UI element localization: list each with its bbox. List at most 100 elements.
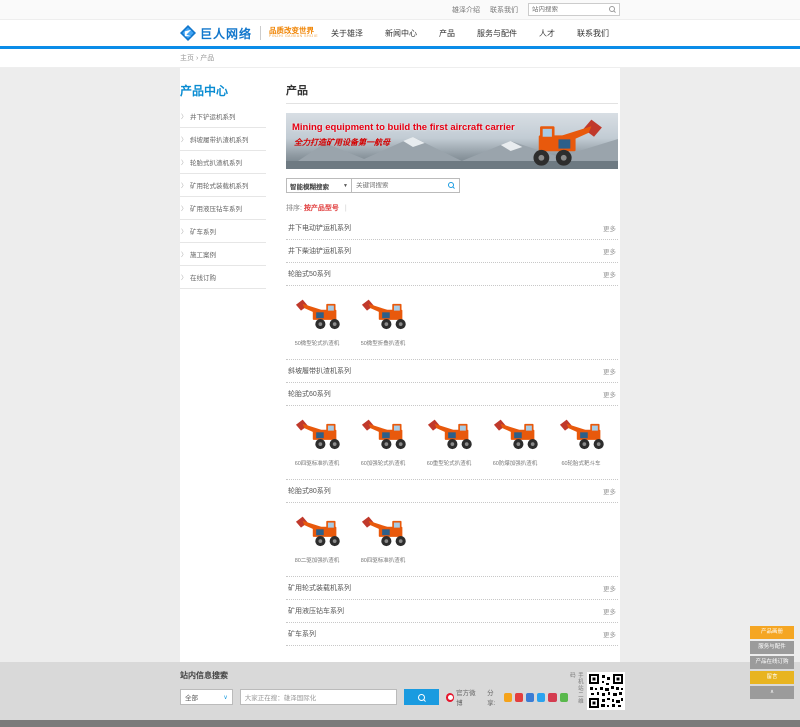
product-caption[interactable]: 60轮胎式耙斗车 — [561, 461, 601, 467]
search-icon[interactable] — [609, 6, 616, 13]
category-link[interactable]: 轮胎式60系列 — [288, 391, 331, 398]
product-image — [295, 419, 340, 450]
category-link[interactable]: 矿车系列 — [288, 631, 316, 638]
topbar-search-input[interactable] — [532, 6, 609, 13]
product-card[interactable]: 60重型轮式扒渣机 — [420, 418, 478, 467]
product-image — [493, 419, 538, 450]
product-card[interactable]: 50微型轮式扒渣机 — [288, 298, 346, 347]
product-card[interactable]: 50微型折叠扒渣机 — [354, 298, 412, 347]
sort-row: 排序: 按产品型号 | — [286, 203, 618, 213]
sidebar-item-cases[interactable]: 〉施工案例 — [180, 243, 266, 266]
floatbar: 产品画册 服务与配件 产品在线订购 留言 ∧ — [750, 626, 794, 699]
product-caption[interactable]: 60重型轮式扒渣机 — [426, 461, 472, 467]
search-scope-select[interactable]: 全部 ∨ — [180, 689, 233, 705]
logo-name: 巨人网络 — [200, 26, 253, 41]
product-caption[interactable]: 80四驱标准扒渣机 — [360, 558, 406, 564]
product-card[interactable]: 60加强轮式扒渣机 — [354, 418, 412, 467]
sidebar: 产品中心 〉井下铲运机系列 〉斜坡履带扒渣机系列 〉轮胎式扒渣机系列 〉矿用轮式… — [180, 82, 266, 646]
nav-talent[interactable]: 人才 — [539, 28, 555, 38]
category-link[interactable]: 轮胎式50系列 — [288, 271, 331, 278]
topbar-link-about[interactable]: 雄泽介绍 — [452, 6, 480, 14]
category-row: 斜坡履带扒渣机系列 更多 — [286, 360, 618, 383]
breadcrumb-home[interactable]: 主页 — [180, 55, 194, 62]
keyword-search-input[interactable] — [356, 182, 448, 189]
share-wechat-icon[interactable] — [559, 692, 568, 702]
category-link[interactable]: 矿用轮式装载机系列 — [288, 585, 351, 592]
product-banner[interactable]: Mining equipment to build the first airc… — [286, 113, 618, 169]
more-link[interactable]: 更多 — [603, 632, 616, 639]
site-search-input[interactable] — [239, 689, 397, 705]
sidebar-item-order[interactable]: 〉在线订购 — [180, 266, 266, 289]
more-link[interactable]: 更多 — [603, 249, 616, 256]
category-link[interactable]: 轮胎式80系列 — [288, 488, 331, 495]
sidebar-item-mine-car[interactable]: 〉矿车系列 — [180, 220, 266, 243]
nav-contact[interactable]: 联系我们 — [577, 28, 609, 38]
product-image — [427, 419, 472, 450]
share-wenda-icon[interactable] — [503, 692, 512, 702]
chevron-right-icon: 〉 — [181, 137, 188, 144]
more-link[interactable]: 更多 — [603, 392, 616, 399]
product-caption[interactable]: 80二驱加强扒渣机 — [294, 558, 340, 564]
product-card[interactable]: 60轮胎式耙斗车 — [552, 418, 610, 467]
more-link[interactable]: 更多 — [603, 489, 616, 496]
category-link[interactable]: 井下柴油铲运机系列 — [288, 248, 351, 255]
share-youdao-icon[interactable] — [548, 692, 557, 702]
qr-block: 手机站二维码 — [568, 670, 625, 710]
logo-icon — [180, 25, 196, 41]
product-search-row: 智能模糊搜索 ▼ — [286, 178, 618, 193]
sidebar-item-wheel-loader[interactable]: 〉矿用轮式装载机系列 — [180, 174, 266, 197]
product-caption[interactable]: 60四驱标准扒渣机 — [294, 461, 340, 467]
sort-by-model-link[interactable]: 按产品型号 — [303, 205, 339, 212]
product-caption[interactable]: 50微型轮式扒渣机 — [294, 341, 340, 347]
sidebar-item-hydraulic-drill[interactable]: 〉矿用液压钻车系列 — [180, 197, 266, 220]
logo-slogan-cn: 品质改变世界 — [269, 25, 315, 35]
product-caption[interactable]: 50微型折叠扒渣机 — [360, 341, 406, 347]
float-service-parts-button[interactable]: 服务与配件 — [750, 641, 794, 654]
more-link[interactable]: 更多 — [603, 272, 616, 279]
category-row: 井下电动铲运机系列 更多 — [286, 217, 618, 240]
breadcrumb-current: 产品 — [200, 55, 215, 62]
category-row: 矿用轮式装载机系列 更多 — [286, 577, 618, 600]
search-mode-select[interactable]: 智能模糊搜索 ▼ — [286, 178, 352, 193]
more-link[interactable]: 更多 — [603, 609, 616, 616]
more-link[interactable]: 更多 — [603, 226, 616, 233]
share-renren-icon[interactable] — [526, 692, 535, 702]
product-caption[interactable]: 60加强轮式扒渣机 — [360, 461, 406, 467]
back-to-top-button[interactable]: ∧ — [750, 686, 794, 699]
more-link[interactable]: 更多 — [603, 369, 616, 376]
product-card[interactable]: 60防爆加强扒渣机 — [486, 418, 544, 467]
category-link[interactable]: 斜坡履带扒渣机系列 — [288, 368, 351, 375]
sidebar-item-label: 在线订购 — [190, 275, 217, 282]
nav-products[interactable]: 产品 — [439, 28, 455, 38]
topbar-search-box — [528, 3, 620, 16]
keyword-search-box — [352, 178, 460, 193]
sidebar-item-wheeled-mucker[interactable]: 〉轮胎式扒渣机系列 — [180, 151, 266, 174]
search-icon[interactable] — [448, 182, 455, 189]
sidebar-item-underground-scraper[interactable]: 〉井下铲运机系列 — [180, 105, 266, 128]
product-card[interactable]: 80二驱加强扒渣机 — [288, 515, 346, 564]
share-qq-icon[interactable] — [537, 692, 546, 702]
more-link[interactable]: 更多 — [603, 586, 616, 593]
product-card[interactable]: 60四驱标准扒渣机 — [288, 418, 346, 467]
float-online-order-button[interactable]: 产品在线订购 — [750, 656, 794, 669]
sidebar-title: 产品中心 — [180, 84, 229, 98]
nav-about[interactable]: 关于雄泽 — [331, 28, 363, 38]
float-message-button[interactable]: 留言 — [750, 671, 794, 684]
site-search-button[interactable] — [403, 689, 439, 705]
product-card[interactable]: 80四驱标准扒渣机 — [354, 515, 412, 564]
nav-news[interactable]: 新闻中心 — [385, 28, 417, 38]
logo[interactable]: 巨人网络 品质改变世界 PINZHI GAIBIAN SHIJIE — [180, 25, 318, 42]
category-link[interactable]: 矿用液压钻车系列 — [288, 608, 344, 615]
float-product-album-button[interactable]: 产品画册 — [750, 626, 794, 639]
logo-slogan: 品质改变世界 PINZHI GAIBIAN SHIJIE — [269, 25, 318, 39]
official-weibo-link[interactable]: 官方微博 — [445, 687, 480, 707]
category-row: 矿车系列 更多 — [286, 623, 618, 646]
topbar-link-contact[interactable]: 联系我们 — [490, 6, 518, 14]
product-caption[interactable]: 60防爆加强扒渣机 — [492, 461, 538, 467]
category-link[interactable]: 井下电动铲运机系列 — [288, 225, 351, 232]
nav-service[interactable]: 服务与配件 — [477, 28, 517, 38]
chevron-right-icon: 〉 — [181, 229, 188, 236]
sidebar-item-slope-crawler[interactable]: 〉斜坡履带扒渣机系列 — [180, 128, 266, 151]
share-weibo-icon[interactable] — [514, 692, 524, 702]
banner-subheadline: 全力打造矿用设备第一航母 — [294, 138, 390, 147]
